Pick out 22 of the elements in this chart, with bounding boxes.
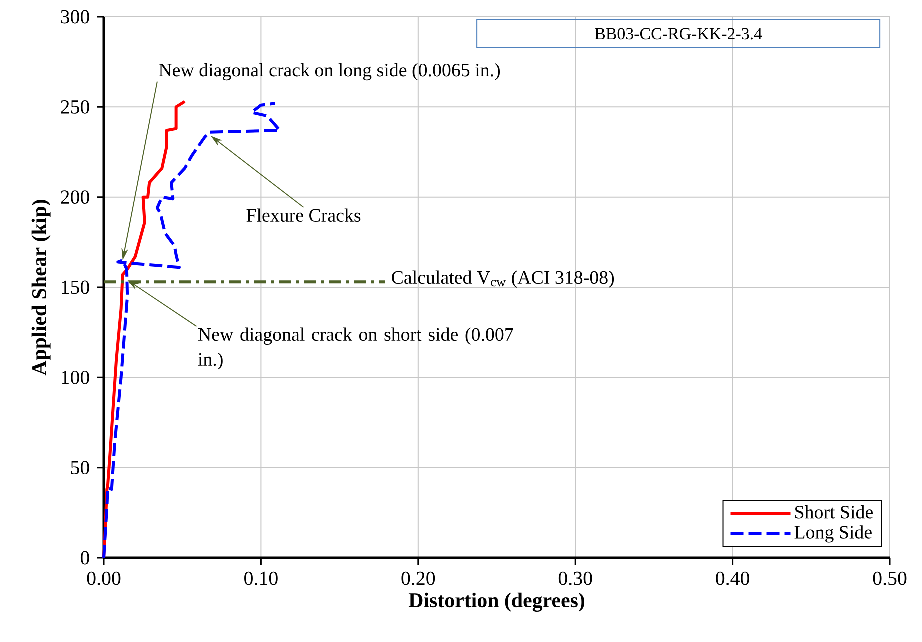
x-tick-label: 0.30	[558, 572, 592, 586]
x-axis-title: Distortion (degrees)	[408, 592, 584, 612]
legend-label: Long Side	[794, 526, 872, 543]
text: BB03-CC-RG-KK-2-3.4	[595, 28, 762, 40]
x-tick-label: 0.50	[873, 572, 907, 586]
y-tick-label: 0	[80, 551, 90, 565]
annotation: New diagonal crack on short side (0.007 in.)	[198, 328, 514, 370]
x-tick-label: 0.00	[87, 572, 121, 586]
legend-label: Short Side	[796, 505, 873, 519]
y-tick-label: 100	[62, 370, 90, 384]
annotation: Calculated V$_{cw}$ (ACI 318-08)	[392, 270, 614, 288]
y-tick-label: 250	[61, 100, 90, 114]
x-tick-label: 0.10	[244, 572, 278, 586]
y-tick-label: 50	[71, 461, 90, 475]
x-tick-label: 0.40	[716, 572, 750, 586]
y-tick-label: 150	[62, 280, 90, 294]
y-tick-label: 200	[61, 190, 90, 204]
y-tick-label: 300	[61, 10, 90, 24]
annotation: Flexure Cracks	[246, 208, 361, 222]
x-tick-label: 0.20	[402, 572, 436, 586]
y-axis-title: Applied Shear (kip)	[32, 200, 51, 376]
annotation: New diagonal crack on long side (0.0065 in.)	[159, 63, 500, 81]
